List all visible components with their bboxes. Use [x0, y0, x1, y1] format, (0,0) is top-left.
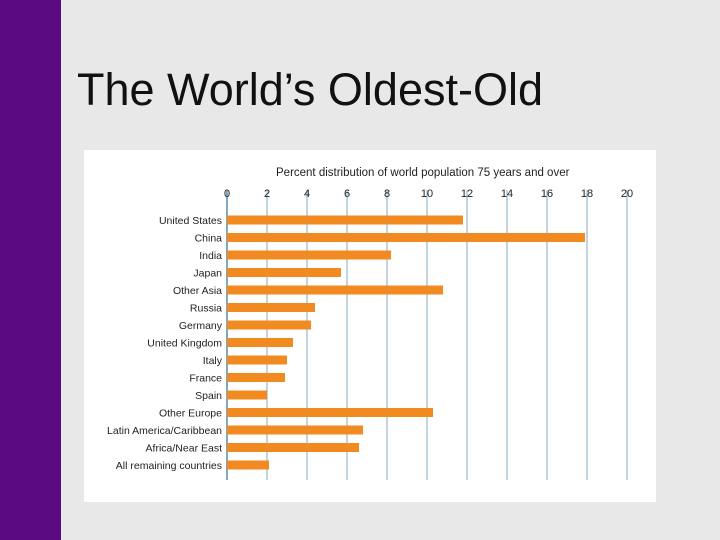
bar [227, 443, 359, 452]
category-label: Africa/Near East [146, 443, 223, 455]
bar [227, 233, 585, 242]
x-tick-label: 10 [421, 188, 433, 200]
category-label: Latin America/Caribbean [107, 425, 222, 437]
bar [227, 373, 285, 382]
bar [227, 320, 311, 330]
category-label: United States [159, 215, 222, 227]
x-tick-label: 4 [304, 188, 310, 200]
category-label: Other Asia [173, 285, 222, 297]
category-label: Other Europe [159, 408, 222, 420]
chart-panel: Percent distribution of world population… [84, 150, 656, 502]
bar [227, 250, 391, 260]
x-tick-label: 16 [541, 188, 553, 200]
bar [227, 390, 267, 400]
x-tick-label: 0 [224, 188, 230, 200]
category-label: All remaining countries [116, 460, 222, 472]
accent-sidebar [0, 0, 61, 540]
category-label: Japan [193, 268, 222, 280]
bar [227, 425, 363, 435]
bar [227, 460, 269, 470]
bar [227, 355, 287, 365]
x-tick-label: 14 [501, 188, 513, 200]
bar [227, 215, 463, 225]
category-label: Germany [179, 320, 223, 332]
x-tick-label: 18 [581, 188, 593, 200]
bar [227, 303, 315, 312]
category-label: China [195, 233, 223, 245]
category-label: France [189, 373, 222, 385]
category-label: India [199, 250, 222, 262]
bar-chart: Percent distribution of world population… [107, 167, 633, 480]
x-tick-label: 8 [384, 188, 390, 200]
category-label: Italy [203, 355, 223, 367]
x-tick-label: 2 [264, 188, 270, 200]
bar [227, 338, 293, 347]
bar [227, 285, 443, 295]
category-label: Spain [195, 390, 222, 402]
category-label: Russia [190, 303, 222, 315]
category-label: United Kingdom [147, 338, 222, 350]
chart-title: Percent distribution of world population… [276, 167, 570, 179]
x-tick-label: 6 [344, 188, 350, 200]
slide-title: The World’s Oldest-Old [77, 64, 543, 115]
bar [227, 268, 341, 277]
bar [227, 408, 433, 417]
x-tick-label: 20 [621, 188, 633, 200]
x-tick-label: 12 [461, 188, 473, 200]
